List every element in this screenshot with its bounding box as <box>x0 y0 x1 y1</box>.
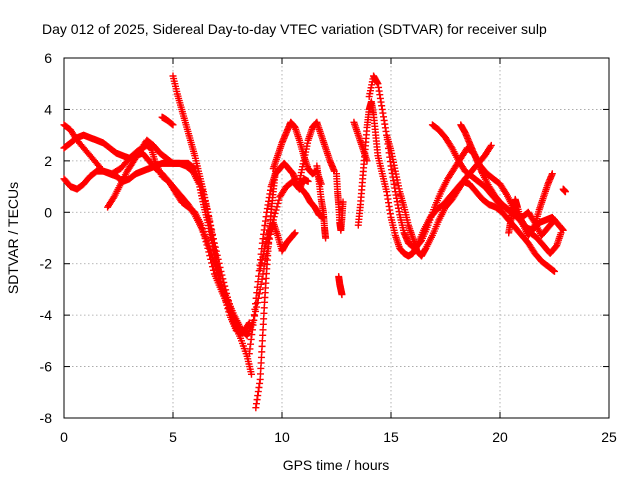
data-point <box>221 295 229 303</box>
data-point <box>272 206 280 214</box>
y-tick-labels: -8 -6 -4 -2 0 2 4 6 <box>40 50 53 426</box>
data-point <box>322 234 330 242</box>
x-tick-label: 5 <box>169 429 177 445</box>
data-point <box>548 170 556 178</box>
y-tick-label: -4 <box>40 307 53 323</box>
data-point <box>218 285 226 293</box>
data-point <box>550 217 558 225</box>
data-point <box>247 370 255 378</box>
series-s12 <box>313 162 330 242</box>
data-point <box>271 209 279 217</box>
series-s9 <box>256 219 299 273</box>
y-tick-label: 2 <box>44 153 52 169</box>
data-point <box>530 223 538 231</box>
data-point <box>206 252 214 260</box>
data-point <box>220 291 228 299</box>
y-axis-label: SDTVAR / TECUs <box>5 182 21 294</box>
series-s21 <box>350 118 371 165</box>
data-point <box>207 255 215 263</box>
series-s5 <box>169 72 225 286</box>
data-point <box>200 231 208 239</box>
plot-frame <box>63 57 610 419</box>
series-s22 <box>559 185 569 196</box>
x-tick-label: 0 <box>60 429 68 445</box>
data-point <box>557 229 565 237</box>
series-s13 <box>333 170 347 234</box>
axis-ticks <box>63 57 610 419</box>
data-point <box>217 278 225 286</box>
data-point <box>275 196 283 204</box>
series-s14 <box>335 273 346 299</box>
data-point <box>291 229 299 237</box>
data-point <box>550 267 558 275</box>
data-point <box>363 157 371 165</box>
data-point <box>223 301 231 309</box>
data-point <box>203 241 211 249</box>
y-tick-label: 4 <box>44 101 52 117</box>
y-tick-label: -2 <box>40 256 53 272</box>
x-tick-labels: 0 5 10 15 20 25 <box>60 429 617 445</box>
data-point <box>197 221 205 229</box>
data-point <box>245 319 253 327</box>
data-point <box>270 213 278 221</box>
x-tick-label: 20 <box>492 429 508 445</box>
data-point <box>551 267 558 275</box>
data-point <box>338 291 346 299</box>
chart-title: Day 012 of 2025, Sidereal Day-to-day VTE… <box>42 21 547 37</box>
series-s6 <box>158 113 177 129</box>
series-s11 <box>295 118 338 185</box>
x-tick-label: 10 <box>274 429 290 445</box>
y-tick-label: 6 <box>44 50 52 66</box>
data-point <box>205 248 213 256</box>
data-point <box>222 298 230 306</box>
x-tick-label: 25 <box>601 429 617 445</box>
data-point <box>201 234 209 242</box>
data-point <box>487 141 495 149</box>
y-tick-label: -8 <box>40 410 53 426</box>
series-s17 <box>383 131 495 260</box>
data-point <box>561 188 569 196</box>
data-point <box>551 216 558 224</box>
grid-lines <box>64 58 609 418</box>
series-s20 <box>505 170 556 239</box>
data-point <box>339 198 347 206</box>
data-point <box>169 121 177 129</box>
data-point <box>244 320 252 328</box>
data-points <box>60 72 569 412</box>
y-tick-label: 0 <box>44 204 52 220</box>
data-point <box>199 228 207 236</box>
data-point <box>198 224 206 232</box>
data-point <box>225 308 233 316</box>
data-point <box>168 120 176 128</box>
data-point <box>486 143 494 151</box>
x-axis-label: GPS time / hours <box>283 457 390 473</box>
data-point <box>202 238 210 246</box>
data-point <box>274 199 282 207</box>
data-point <box>219 288 227 296</box>
data-point <box>208 259 216 267</box>
x-tick-label: 15 <box>383 429 399 445</box>
data-point <box>224 305 232 313</box>
data-point <box>304 177 312 185</box>
y-tick-label: -6 <box>40 359 53 375</box>
data-point <box>204 244 212 252</box>
